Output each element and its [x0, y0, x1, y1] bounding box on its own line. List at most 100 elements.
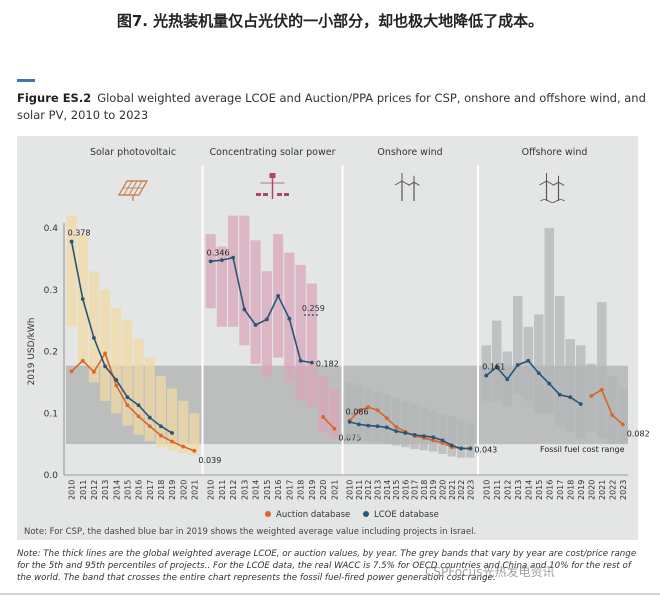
value-label: 0.082: [627, 429, 650, 438]
x-tick-label: 2021: [448, 480, 457, 500]
auction-point: [69, 369, 74, 374]
x-tick-label: 2014: [524, 480, 533, 500]
chinese-title: 图7. 光热装机量仅占光伏的一小部分，却也极大地降低了成本。: [116, 12, 544, 30]
x-tick-label: 2016: [274, 480, 283, 500]
lcoe-point: [536, 371, 541, 376]
value-label: 0.346: [207, 248, 230, 257]
figure-label: Figure ES.2: [17, 91, 92, 105]
lcoe-point: [568, 395, 573, 400]
x-tick-label: 2021: [598, 480, 607, 500]
auction-point: [431, 438, 436, 443]
auction-point: [394, 424, 398, 429]
solar-panel-frame: [117, 180, 149, 196]
x-tick-label: 2017: [556, 480, 565, 500]
range-band: [410, 403, 419, 450]
auction-point: [136, 414, 141, 419]
turbine-blade: [394, 180, 403, 186]
range-band: [178, 400, 189, 454]
auction-point: [332, 426, 337, 431]
y-tick-label: 0.0: [44, 471, 59, 481]
x-tick-label: 2019: [308, 480, 317, 500]
range-band: [555, 295, 565, 426]
auction-point: [192, 449, 197, 453]
lcoe-point: [264, 317, 269, 322]
x-tick-label: 2011: [79, 480, 88, 500]
lcoe-line: [210, 256, 313, 364]
auction-point: [599, 387, 604, 392]
lcoe-point: [440, 438, 445, 443]
lcoe-point: [287, 316, 292, 321]
range-band: [239, 215, 250, 346]
lcoe-point: [422, 434, 426, 438]
x-tick-label: 2016: [401, 480, 410, 500]
range-band: [66, 215, 77, 327]
auction-point: [170, 439, 174, 444]
range-band: [576, 345, 586, 438]
csp-tower-icon: [256, 173, 289, 199]
x-tick-label: 2017: [285, 480, 294, 500]
auction-point: [321, 415, 326, 419]
y-tick-label: 0.2: [44, 348, 58, 358]
x-tick-label: 2010: [68, 480, 77, 500]
x-tick-label: 2013: [101, 480, 110, 500]
footnote: Note: The thick lines are the global wei…: [17, 549, 637, 583]
auction-point: [103, 351, 107, 356]
x-tick-label: 2020: [179, 480, 188, 500]
x-tick-label: 2019: [577, 480, 586, 500]
lcoe-point: [253, 323, 258, 327]
range-band: [364, 388, 373, 442]
x-tick-label: 2015: [535, 480, 544, 500]
lcoe-point: [468, 446, 473, 451]
lcoe-point: [347, 419, 352, 424]
auction-line: [590, 388, 624, 425]
y-axis-label: 2019 USD/kWh: [27, 318, 37, 386]
range-band: [456, 419, 466, 458]
csp-heliostat: [263, 193, 268, 196]
figure-heading: Figure ES.2 Global weighted average LCOE …: [17, 90, 647, 124]
range-band: [373, 391, 382, 442]
range-band: [597, 302, 607, 438]
lcoe-point: [69, 239, 74, 244]
range-band: [144, 357, 155, 442]
y-tick-label: 0.3: [44, 286, 58, 296]
offshore-wind-icon: [539, 173, 565, 203]
range-band: [261, 271, 272, 377]
lcoe-point: [403, 431, 408, 435]
chart-note: Note: For CSP, the dashed blue bar in 20…: [24, 527, 477, 537]
range-band: [544, 228, 554, 414]
onshore-wind-icon: [394, 173, 420, 201]
lcoe-point: [505, 377, 510, 382]
turbine-blade: [408, 181, 415, 186]
auction-point: [620, 422, 625, 427]
x-tick-label: 2018: [420, 480, 429, 500]
y-tick-label: 0.1: [44, 409, 58, 419]
lcoe-point: [557, 392, 562, 397]
auction-point: [384, 416, 389, 421]
lcoe-point: [515, 363, 520, 367]
lcoe-point: [159, 424, 163, 429]
csp-heliostat: [256, 193, 261, 196]
lcoe-point: [219, 258, 224, 263]
x-tick-label: 2013: [374, 480, 383, 500]
auction-point: [159, 433, 163, 438]
panel-title: Offshore wind: [522, 147, 588, 158]
lcoe-point: [449, 443, 454, 448]
value-label: 0.161: [482, 363, 505, 372]
x-tick-label: 2014: [112, 480, 121, 500]
range-band: [438, 413, 447, 455]
range-band: [534, 314, 544, 414]
value-label: 0.378: [68, 229, 91, 238]
x-tick-label: 2012: [364, 480, 373, 500]
x-tick-label: 2015: [392, 480, 401, 500]
x-tick-label: 2021: [330, 480, 339, 500]
x-tick-label: 2019: [429, 480, 438, 500]
auction-point: [80, 358, 85, 363]
turbine-blade: [413, 181, 420, 186]
lcoe-line: [70, 241, 173, 434]
y-tick-label: 0.4: [44, 224, 59, 234]
auction-point: [589, 394, 594, 398]
bottom-divider: [0, 593, 660, 595]
range-band: [318, 376, 329, 432]
range-band: [216, 246, 227, 327]
